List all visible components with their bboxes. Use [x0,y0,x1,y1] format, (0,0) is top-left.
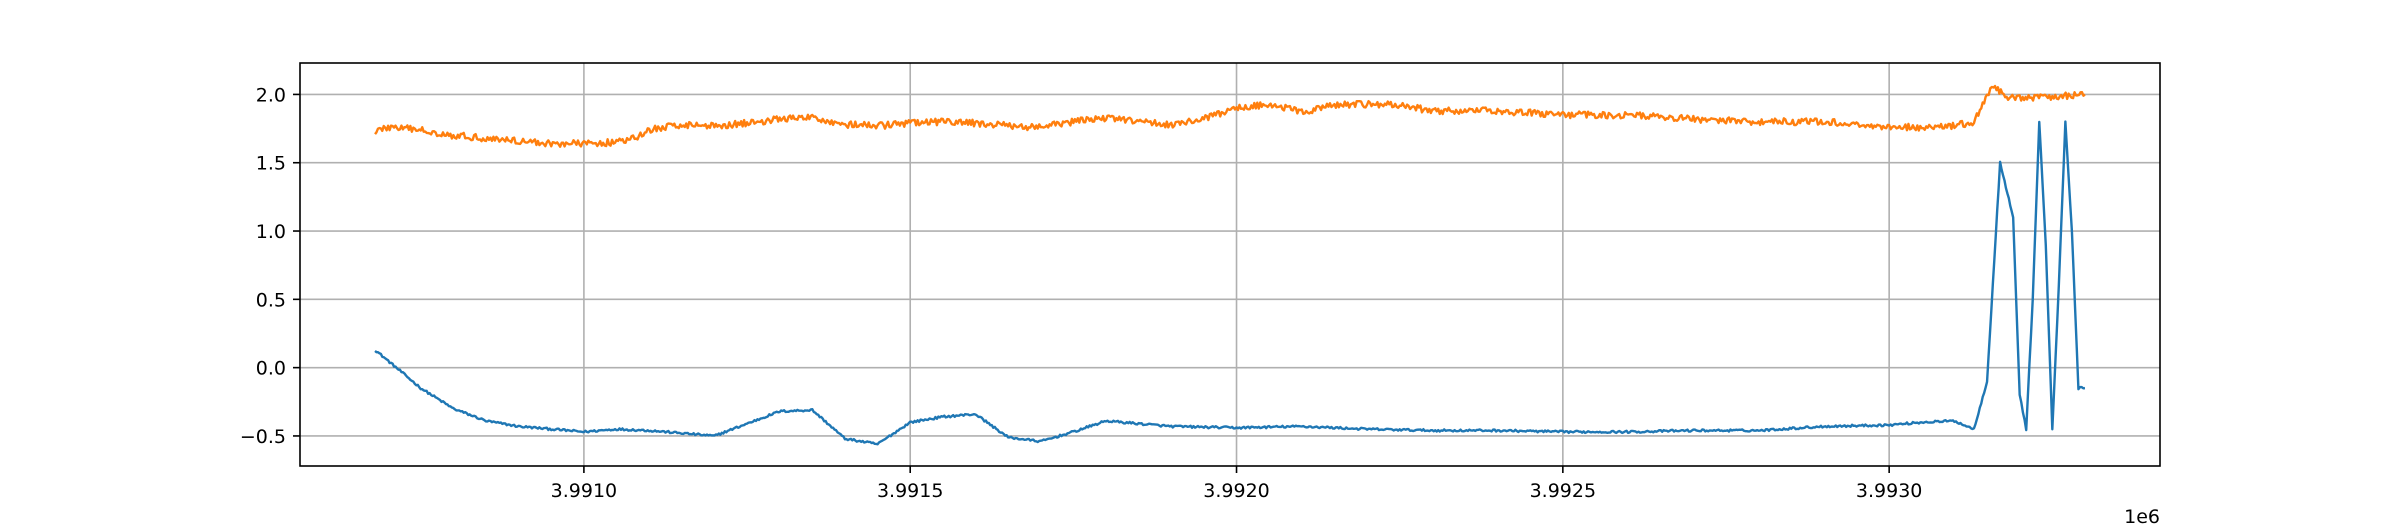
y-tick-label-1: 0.0 [256,358,286,380]
plot-frame [299,62,2161,467]
x-tick-label-0: 3.9910 [551,480,617,502]
y-tick-label-2: 0.5 [256,289,286,311]
y-tick-label-5: 2.0 [256,84,286,106]
series-line-0 [374,120,2086,446]
axis-ticks: 3.9910 3.9915 3.9920 3.9925 3.9930 −0.5 0.0 0.5… [240,84,1923,502]
series-lines [374,84,2086,446]
y-tick-label-0: −0.5 [240,426,286,448]
series-line-1 [374,84,2086,148]
x-tick-label-4: 3.9930 [1856,480,1922,502]
plot-area [300,63,2160,466]
y-tick-label-3: 1.0 [256,221,286,243]
x-tick-label-1: 3.9915 [877,480,943,502]
y-tick-label-4: 1.5 [256,153,286,175]
x-axis-offset-label: 1e6 [2124,506,2160,525]
grid-lines [300,63,2160,466]
x-tick-label-2: 3.9920 [1203,480,1269,502]
x-tick-label-3: 3.9925 [1530,480,1596,502]
